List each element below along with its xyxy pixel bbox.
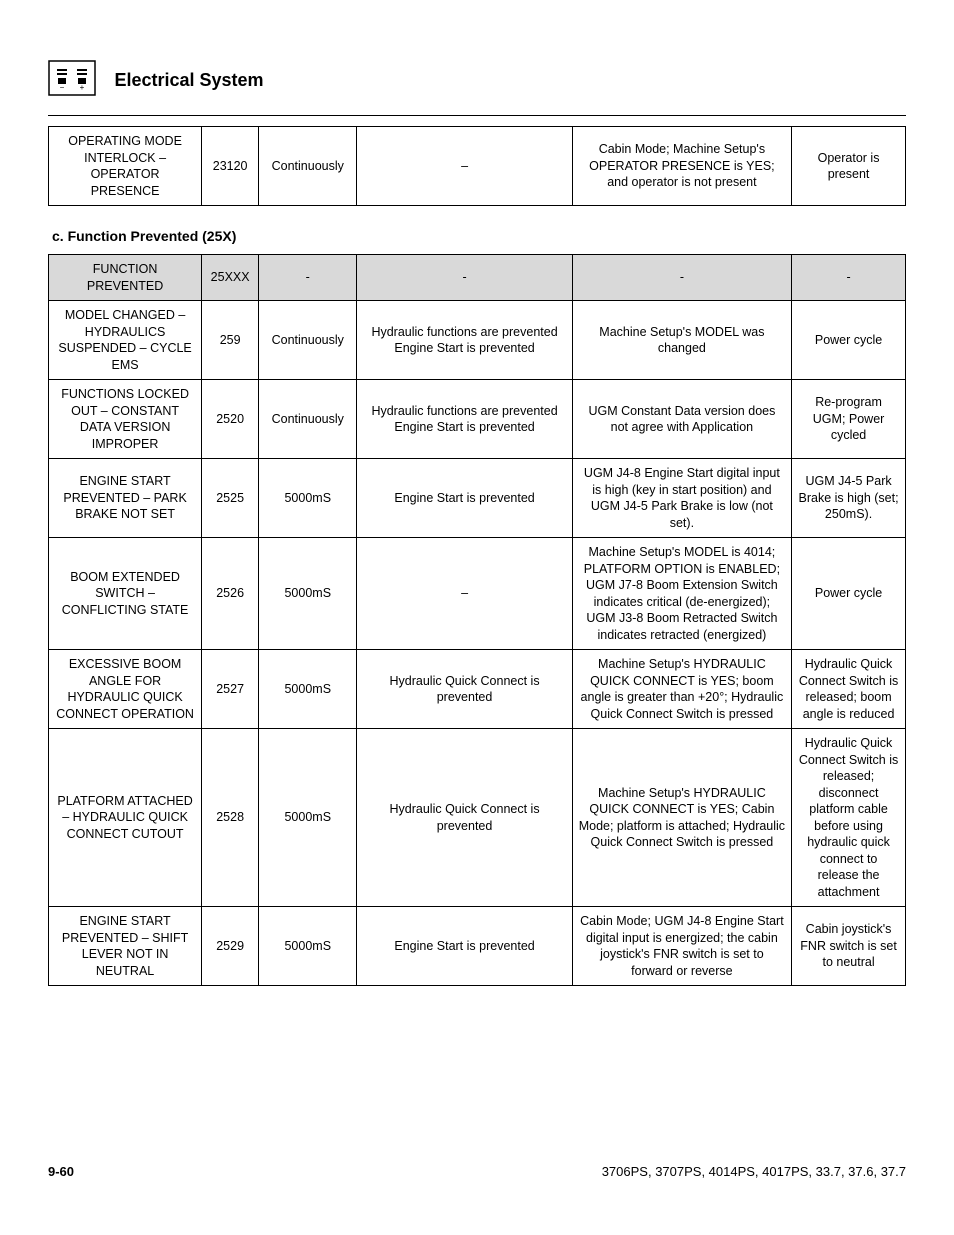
col-header: - (259, 255, 357, 301)
cell-effect: Hydraulic Quick Connect is prevented (357, 650, 572, 729)
cell-condition: Cabin Mode; Machine Setup's OPERATOR PRE… (572, 127, 791, 206)
cell-condition: UGM Constant Data version does not agree… (572, 380, 791, 459)
table-row: MODEL CHANGED – HYDRAULICS SUSPENDED – C… (49, 301, 906, 380)
page-header: − + Electrical System (48, 60, 906, 101)
table-row: OPERATING MODE INTERLOCK – OPERATOR PRES… (49, 127, 906, 206)
cell-interval: 5000mS (259, 459, 357, 538)
cell-code: 2528 (202, 729, 259, 907)
cell-code: 2529 (202, 907, 259, 986)
cell-name: OPERATING MODE INTERLOCK – OPERATOR PRES… (49, 127, 202, 206)
page-footer: 9-60 3706PS, 3707PS, 4014PS, 4017PS, 33.… (48, 1164, 906, 1179)
battery-terminal-icon: − + (48, 60, 96, 101)
col-header: - (357, 255, 572, 301)
cell-resolution: Re-program UGM; Power cycled (792, 380, 906, 459)
section-heading: c. Function Prevented (25X) (52, 228, 906, 244)
cell-name: ENGINE START PREVENTED – PARK BRAKE NOT … (49, 459, 202, 538)
table-row: ENGINE START PREVENTED – PARK BRAKE NOT … (49, 459, 906, 538)
cell-resolution: UGM J4-5 Park Brake is high (set; 250mS)… (792, 459, 906, 538)
cell-resolution: Cabin joystick's FNR switch is set to ne… (792, 907, 906, 986)
cell-effect: Hydraulic Quick Connect is prevented (357, 729, 572, 907)
cell-name: MODEL CHANGED – HYDRAULICS SUSPENDED – C… (49, 301, 202, 380)
cell-effect: – (357, 538, 572, 650)
col-header: - (792, 255, 906, 301)
cell-name: ENGINE START PREVENTED – SHIFT LEVER NOT… (49, 907, 202, 986)
cell-condition: UGM J4-8 Engine Start digital input is h… (572, 459, 791, 538)
cell-effect: Engine Start is prevented (357, 459, 572, 538)
cell-interval: 5000mS (259, 650, 357, 729)
cell-name: BOOM EXTENDED SWITCH – CONFLICTING STATE (49, 538, 202, 650)
cell-resolution: Power cycle (792, 301, 906, 380)
table-header-row: FUNCTION PREVENTED 25XXX - - - - (49, 255, 906, 301)
cell-name: PLATFORM ATTACHED – HYDRAULIC QUICK CONN… (49, 729, 202, 907)
table-row: PLATFORM ATTACHED – HYDRAULIC QUICK CONN… (49, 729, 906, 907)
cell-resolution: Hydraulic Quick Connect Switch is releas… (792, 729, 906, 907)
cell-condition: Machine Setup's HYDRAULIC QUICK CONNECT … (572, 650, 791, 729)
cell-interval: 5000mS (259, 538, 357, 650)
cell-condition: Machine Setup's MODEL was changed (572, 301, 791, 380)
svg-text:+: + (80, 83, 85, 92)
cell-interval: 5000mS (259, 729, 357, 907)
cell-resolution: Power cycle (792, 538, 906, 650)
col-header: - (572, 255, 791, 301)
cell-code: 2526 (202, 538, 259, 650)
table-row: EXCESSIVE BOOM ANGLE FOR HYDRAULIC QUICK… (49, 650, 906, 729)
col-header: 25XXX (202, 255, 259, 301)
cell-name: FUNCTIONS LOCKED OUT – CONSTANT DATA VER… (49, 380, 202, 459)
cell-resolution: Hydraulic Quick Connect Switch is releas… (792, 650, 906, 729)
table-row: BOOM EXTENDED SWITCH – CONFLICTING STATE… (49, 538, 906, 650)
page: − + Electrical System OPERATING MODE INT… (0, 0, 954, 1235)
function-prevented-table: FUNCTION PREVENTED 25XXX - - - - MODEL C… (48, 254, 906, 986)
cell-resolution: Operator is present (792, 127, 906, 206)
cell-code: 2520 (202, 380, 259, 459)
page-title: Electrical System (114, 70, 263, 91)
cell-condition: Cabin Mode; UGM J4-8 Engine Start digita… (572, 907, 791, 986)
cell-code: 2527 (202, 650, 259, 729)
cell-condition: Machine Setup's HYDRAULIC QUICK CONNECT … (572, 729, 791, 907)
page-number: 9-60 (48, 1164, 74, 1179)
table-row: ENGINE START PREVENTED – SHIFT LEVER NOT… (49, 907, 906, 986)
svg-text:−: − (60, 83, 65, 92)
cell-name: EXCESSIVE BOOM ANGLE FOR HYDRAULIC QUICK… (49, 650, 202, 729)
cell-condition: Machine Setup's MODEL is 4014; PLATFORM … (572, 538, 791, 650)
cell-effect: – (357, 127, 572, 206)
cell-interval: 5000mS (259, 907, 357, 986)
cell-effect: Engine Start is prevented (357, 907, 572, 986)
cell-interval: Continuously (259, 127, 357, 206)
cell-code: 259 (202, 301, 259, 380)
cell-interval: Continuously (259, 301, 357, 380)
cell-interval: Continuously (259, 380, 357, 459)
table-row: FUNCTIONS LOCKED OUT – CONSTANT DATA VER… (49, 380, 906, 459)
header-rule (48, 115, 906, 116)
cell-code: 2525 (202, 459, 259, 538)
footer-models: 3706PS, 3707PS, 4014PS, 4017PS, 33.7, 37… (602, 1164, 906, 1179)
cell-code: 23120 (202, 127, 259, 206)
col-header: FUNCTION PREVENTED (49, 255, 202, 301)
top-continuation-table: OPERATING MODE INTERLOCK – OPERATOR PRES… (48, 126, 906, 206)
cell-effect: Hydraulic functions are prevented Engine… (357, 301, 572, 380)
cell-effect: Hydraulic functions are prevented Engine… (357, 380, 572, 459)
